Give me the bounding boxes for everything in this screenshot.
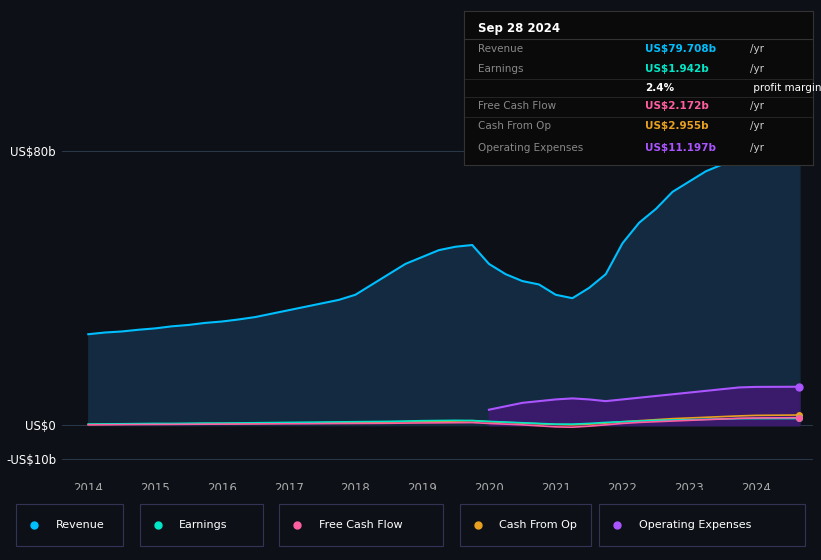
Text: Free Cash Flow: Free Cash Flow xyxy=(478,101,556,111)
FancyBboxPatch shape xyxy=(460,504,591,546)
Text: Cash From Op: Cash From Op xyxy=(499,520,577,530)
Text: 2.4%: 2.4% xyxy=(645,83,674,93)
FancyBboxPatch shape xyxy=(599,504,805,546)
FancyBboxPatch shape xyxy=(279,504,443,546)
Text: Revenue: Revenue xyxy=(478,44,523,54)
FancyBboxPatch shape xyxy=(140,504,263,546)
Text: profit margin: profit margin xyxy=(750,83,821,93)
Text: Earnings: Earnings xyxy=(478,64,523,74)
Text: Free Cash Flow: Free Cash Flow xyxy=(319,520,402,530)
Text: Sep 28 2024: Sep 28 2024 xyxy=(478,22,560,35)
FancyBboxPatch shape xyxy=(16,504,123,546)
Text: /yr: /yr xyxy=(750,143,764,153)
Text: Earnings: Earnings xyxy=(179,520,227,530)
Text: US$2.172b: US$2.172b xyxy=(645,101,709,111)
Text: Revenue: Revenue xyxy=(56,520,104,530)
Text: US$11.197b: US$11.197b xyxy=(645,143,716,153)
Text: US$79.708b: US$79.708b xyxy=(645,44,717,54)
Text: Operating Expenses: Operating Expenses xyxy=(639,520,751,530)
Text: Operating Expenses: Operating Expenses xyxy=(478,143,583,153)
Text: Cash From Op: Cash From Op xyxy=(478,122,551,132)
Text: /yr: /yr xyxy=(750,64,764,74)
Text: /yr: /yr xyxy=(750,44,764,54)
Text: US$2.955b: US$2.955b xyxy=(645,122,709,132)
Text: US$1.942b: US$1.942b xyxy=(645,64,709,74)
Text: /yr: /yr xyxy=(750,122,764,132)
Text: /yr: /yr xyxy=(750,101,764,111)
